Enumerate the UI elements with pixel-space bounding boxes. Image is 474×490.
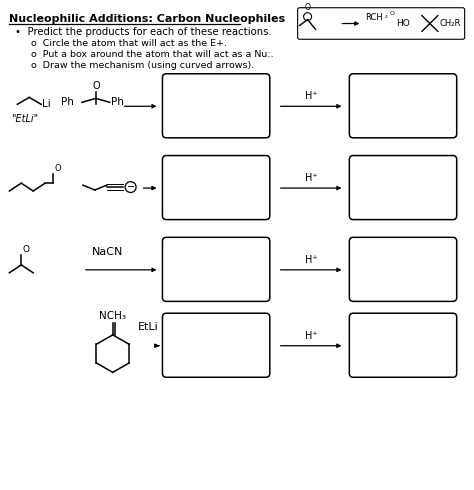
Text: Ph: Ph [111,98,124,107]
Text: o  Put a box around the atom that will act as a Nu:.: o Put a box around the atom that will ac… [31,50,274,59]
FancyBboxPatch shape [349,313,457,377]
FancyBboxPatch shape [163,74,270,138]
Text: Ph: Ph [61,98,74,107]
Text: −: − [127,182,135,192]
FancyBboxPatch shape [349,74,457,138]
FancyBboxPatch shape [163,155,270,220]
Text: H⁺: H⁺ [305,91,318,101]
Text: "EtLi": "EtLi" [11,114,38,124]
Text: O: O [54,164,61,173]
Text: ₂: ₂ [384,13,387,19]
Text: H⁺: H⁺ [305,331,318,341]
FancyBboxPatch shape [163,313,270,377]
FancyBboxPatch shape [349,237,457,301]
Text: CH₂R: CH₂R [440,19,461,28]
Text: H⁺: H⁺ [305,255,318,265]
FancyBboxPatch shape [298,8,465,39]
Text: O: O [92,81,100,92]
Text: o  Circle the atom that will act as the E+.: o Circle the atom that will act as the E… [31,39,227,49]
Text: O: O [305,2,310,12]
Text: NCH₃: NCH₃ [99,311,126,321]
Text: HO: HO [396,19,410,28]
Text: Li: Li [42,99,51,109]
Text: H⁺: H⁺ [305,173,318,183]
FancyBboxPatch shape [349,155,457,220]
Text: •  Predict the products for each of these reactions.: • Predict the products for each of these… [15,27,272,37]
FancyBboxPatch shape [163,237,270,301]
Text: o  Draw the mechanism (using curved arrows).: o Draw the mechanism (using curved arrow… [31,61,255,70]
Text: RCH: RCH [365,13,383,22]
Text: O: O [390,11,395,16]
Text: NaCN: NaCN [92,247,123,257]
Text: O: O [22,245,29,254]
Text: Nucleophilic Additions: Carbon Nucleophiles: Nucleophilic Additions: Carbon Nucleophi… [9,14,285,24]
Text: EtLi: EtLi [138,322,159,332]
